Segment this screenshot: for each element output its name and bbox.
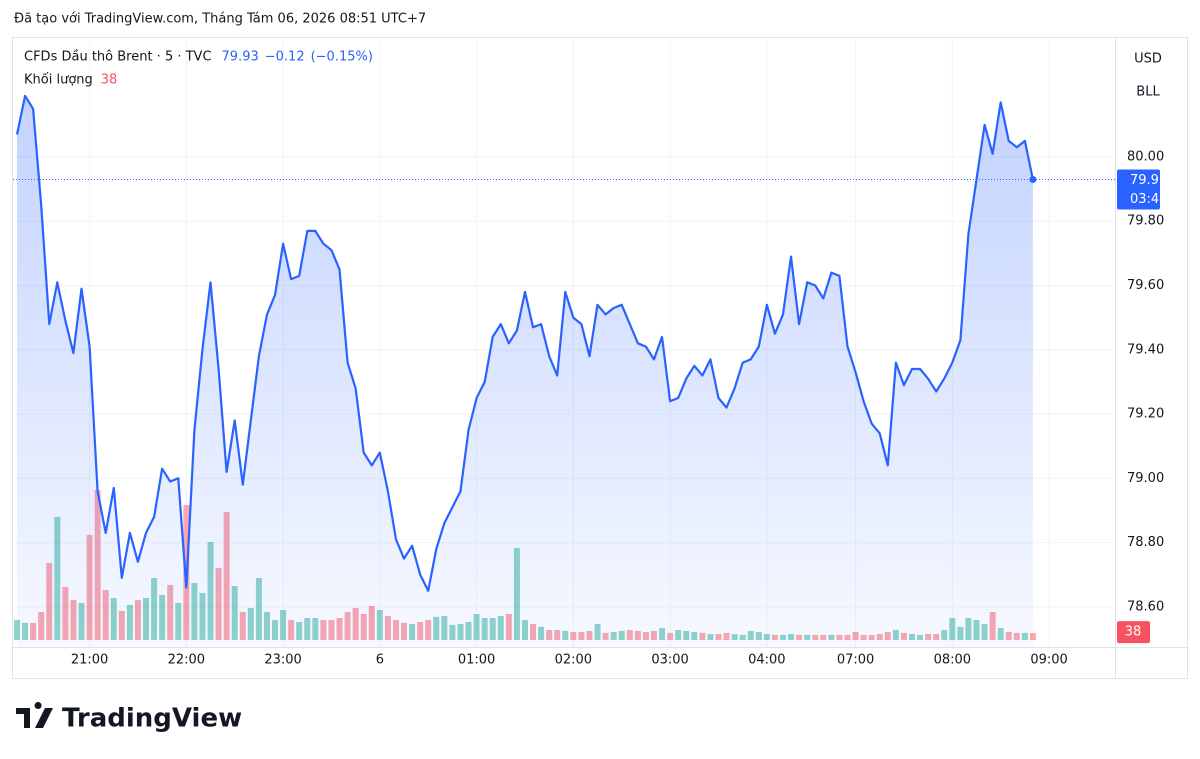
last-point bbox=[1029, 175, 1037, 183]
x-tick-label: 09:00 bbox=[1030, 653, 1067, 668]
y-tick-label: 78.80 bbox=[1127, 535, 1164, 550]
plot bbox=[13, 94, 1115, 647]
volume-bar bbox=[1029, 633, 1036, 640]
x-tick-label: 08:00 bbox=[934, 653, 971, 668]
volume-box bbox=[1117, 621, 1150, 644]
x-tick-label: 6 bbox=[376, 653, 384, 668]
last-price-label: 79.93 bbox=[1130, 173, 1167, 188]
x-tick-label: 04:00 bbox=[748, 653, 785, 668]
price-line bbox=[15, 94, 1034, 592]
frame bbox=[12, 37, 1188, 679]
last-price-box bbox=[1117, 169, 1160, 210]
countdown-label: 03:48 bbox=[1130, 192, 1167, 207]
y-tick-label: 79.00 bbox=[1127, 471, 1164, 486]
price-change-pct: (−0.15%) bbox=[311, 50, 373, 65]
volume-title: Khối lượng bbox=[24, 73, 93, 88]
x-tick-label: 01:00 bbox=[458, 653, 495, 668]
y-tick-label: 79.60 bbox=[1127, 278, 1164, 293]
symbol-title: CFDs Dầu thô Brent · 5 · TVC bbox=[24, 50, 212, 65]
x-tick-label: 02:00 bbox=[555, 653, 592, 668]
price-change: −0.12 bbox=[265, 50, 305, 65]
logo-icon bbox=[16, 702, 53, 728]
currency: USD bbox=[1134, 52, 1162, 67]
last-price: 79.93 bbox=[222, 50, 259, 65]
y-tick-label: 79.20 bbox=[1127, 407, 1164, 422]
created-note: Đã tạo với TradingView.com, Tháng Tám 06… bbox=[14, 12, 426, 27]
logo-text: TradingView bbox=[62, 704, 242, 734]
y-tick-label: 80.00 bbox=[1127, 149, 1164, 164]
y-tick-label: 78.60 bbox=[1127, 599, 1164, 614]
x-tick-label: 22:00 bbox=[168, 653, 205, 668]
logo: TradingView bbox=[16, 702, 242, 734]
x-tick-label: 07:00 bbox=[837, 653, 874, 668]
x-tick-label: 21:00 bbox=[71, 653, 108, 668]
x-tick-label: 03:00 bbox=[651, 653, 688, 668]
volume-last: 38 bbox=[101, 73, 118, 88]
y-tick-label: 79.80 bbox=[1127, 214, 1164, 229]
volume-label: 38 bbox=[1125, 625, 1142, 640]
unit: BLL bbox=[1136, 85, 1160, 100]
y-tick-label: 79.40 bbox=[1127, 342, 1164, 357]
price-area bbox=[17, 95, 1033, 647]
x-tick-label: 23:00 bbox=[264, 653, 301, 668]
